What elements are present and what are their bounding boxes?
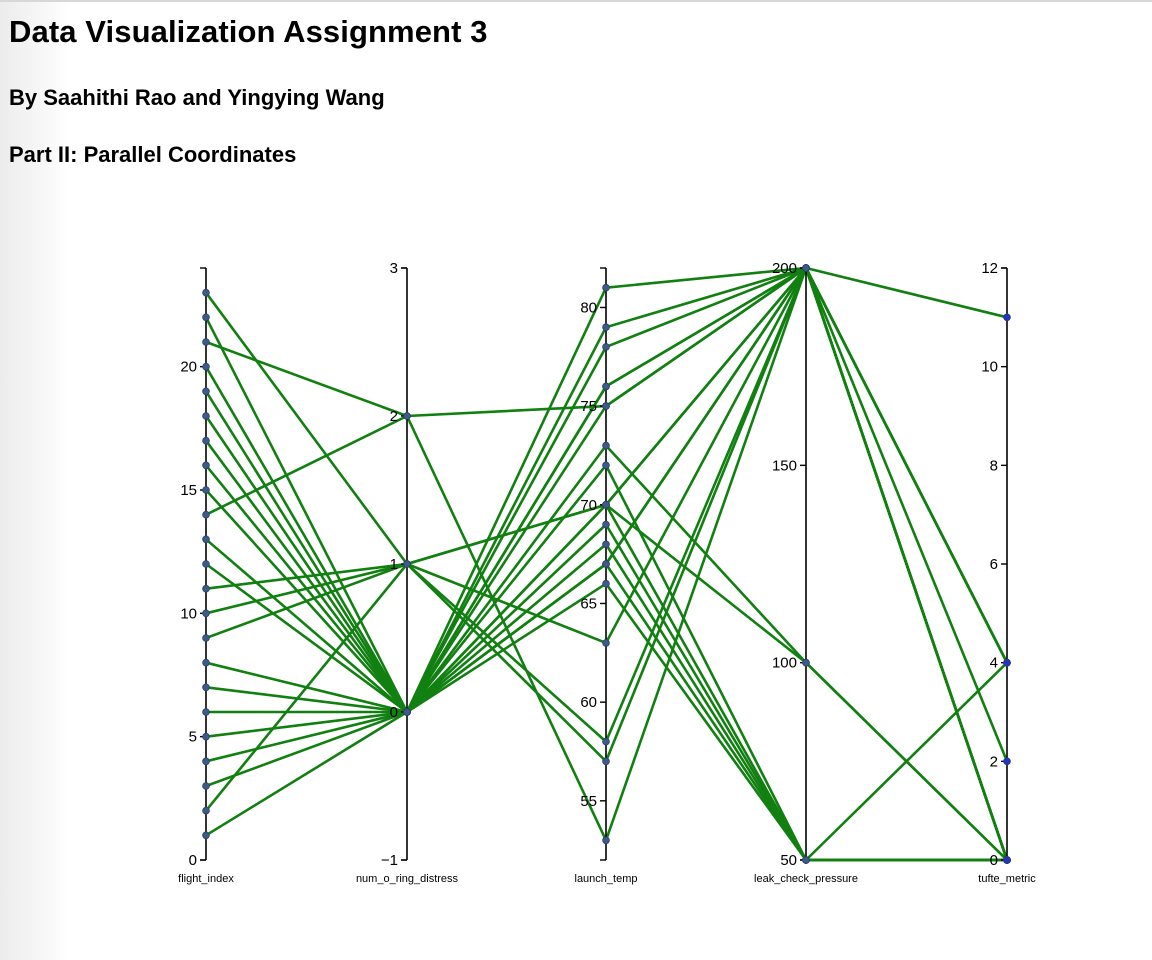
data-point bbox=[202, 658, 210, 667]
tick-label: 150 bbox=[772, 457, 797, 474]
authors-heading: By Saahithi Rao and Yingying Wang bbox=[9, 85, 385, 110]
tick-label: 12 bbox=[981, 260, 998, 277]
data-point bbox=[202, 732, 210, 741]
axis-title: launch_temp bbox=[575, 873, 638, 885]
axis-title: leak_check_pressure bbox=[754, 873, 858, 885]
data-point bbox=[602, 402, 610, 410]
data-point bbox=[202, 461, 210, 470]
page-title: Data Visualization Assignment 3 bbox=[9, 14, 488, 49]
data-point bbox=[202, 634, 210, 642]
data-point bbox=[403, 412, 411, 420]
data-points bbox=[202, 264, 1011, 864]
data-point bbox=[1003, 856, 1011, 864]
data-point bbox=[202, 806, 210, 815]
data-point bbox=[202, 510, 210, 519]
data-point bbox=[602, 560, 610, 568]
data-point bbox=[602, 343, 610, 351]
data-point bbox=[602, 500, 610, 509]
tick-label: 5 bbox=[189, 729, 197, 746]
axis-flight_index: 0 5 10 15 20 flight_index bbox=[178, 267, 234, 885]
data-point bbox=[202, 757, 210, 766]
data-point bbox=[802, 264, 810, 272]
tick-label: 200 bbox=[772, 260, 797, 277]
tick-label: 70 bbox=[580, 497, 597, 514]
tick-label: 50 bbox=[780, 852, 797, 869]
data-point bbox=[602, 382, 610, 391]
data-point bbox=[202, 387, 210, 396]
data-point bbox=[602, 757, 610, 766]
tick-label: 0 bbox=[189, 852, 197, 869]
data-point bbox=[802, 856, 810, 864]
data-point bbox=[602, 323, 610, 332]
data-point bbox=[202, 362, 210, 371]
data-point bbox=[1003, 757, 1011, 766]
axis-launch_temp: 55 60 65 70 75 80 launch_temp bbox=[575, 267, 638, 885]
tick-label: 0 bbox=[390, 704, 398, 721]
tick-label: 15 bbox=[180, 482, 197, 499]
tick-label: 6 bbox=[990, 556, 998, 573]
data-point bbox=[403, 708, 411, 716]
data-point bbox=[802, 658, 810, 667]
axis-tufte_metric: 0 2 4 6 8 10 12 tufte_metric bbox=[978, 260, 1036, 885]
data-point bbox=[202, 436, 210, 445]
data-point bbox=[202, 584, 210, 593]
data-point bbox=[202, 560, 210, 568]
data-point bbox=[1003, 658, 1011, 667]
tick-label: 10 bbox=[981, 359, 998, 376]
data-point bbox=[403, 560, 411, 568]
data-point bbox=[602, 283, 610, 292]
data-point bbox=[202, 535, 210, 544]
tick-label: 60 bbox=[580, 694, 597, 711]
data-point bbox=[202, 338, 210, 346]
axis-title: flight_index bbox=[178, 873, 234, 885]
data-point bbox=[602, 540, 610, 549]
tick-label: 65 bbox=[580, 595, 597, 612]
data-point bbox=[202, 708, 210, 716]
data-point bbox=[202, 288, 210, 297]
tick-label: 0 bbox=[990, 852, 998, 869]
tick-label: 55 bbox=[580, 793, 597, 810]
axis-title: tufte_metric bbox=[978, 873, 1036, 885]
tick-label: 3 bbox=[390, 260, 398, 277]
data-point bbox=[202, 683, 210, 692]
axes: 05101520flight_index−10123num_o_ring_dis… bbox=[178, 260, 1036, 885]
data-point bbox=[602, 737, 610, 746]
left-shade bbox=[0, 2, 70, 960]
axis-leak_check_pressure: 50 100 150 200 leak_check_pressure bbox=[754, 260, 858, 885]
data-point bbox=[202, 831, 210, 840]
data-point bbox=[1003, 313, 1011, 322]
tick-label: 80 bbox=[580, 299, 597, 316]
tick-label: 4 bbox=[990, 655, 998, 672]
tick-label: 8 bbox=[990, 457, 998, 474]
part-heading: Part II: Parallel Coordinates bbox=[9, 142, 297, 167]
tick-label: −1 bbox=[381, 852, 398, 869]
top-rule bbox=[0, 0, 1152, 2]
data-point bbox=[602, 520, 610, 529]
tick-label: 2 bbox=[990, 753, 998, 770]
data-point bbox=[602, 441, 610, 450]
tick-label: 20 bbox=[180, 359, 197, 376]
data-point bbox=[202, 782, 210, 790]
tick-label: 100 bbox=[772, 655, 797, 672]
tick-label: 1 bbox=[390, 556, 398, 573]
tick-label: 75 bbox=[580, 398, 597, 415]
data-point bbox=[602, 639, 610, 647]
data-point bbox=[602, 461, 610, 470]
data-point bbox=[602, 579, 610, 588]
data-point bbox=[202, 486, 210, 494]
data-point bbox=[202, 313, 210, 322]
data-point bbox=[202, 609, 210, 618]
axis-title: num_o_ring_distress bbox=[356, 873, 459, 885]
tick-label: 2 bbox=[390, 408, 398, 425]
data-point bbox=[202, 412, 210, 420]
data-point bbox=[602, 836, 610, 845]
tick-label: 10 bbox=[180, 605, 197, 622]
